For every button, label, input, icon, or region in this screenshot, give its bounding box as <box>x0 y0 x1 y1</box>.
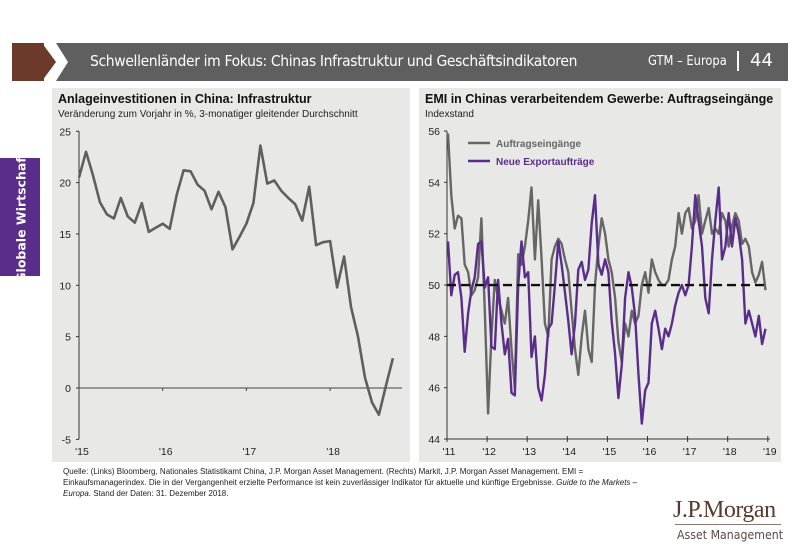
right-y-tick-label: 50 <box>428 280 440 292</box>
left-x-tick-label: '16 <box>159 446 173 458</box>
footer-source-3: . Stand der Daten: 31. Dezember 2018. <box>88 489 229 498</box>
right-series-line-auftragseingaenge <box>446 133 767 415</box>
header-chevron <box>42 43 56 81</box>
footer-source: Quelle: (Links) Bloomberg, Nationales St… <box>63 466 663 499</box>
left-chart-panel: Anlageinvestitionen in China: Infrastruk… <box>52 88 410 462</box>
logo-jpmorgan: J.P.Morgan <box>673 497 776 523</box>
footer-source-1: Quelle: (Links) Bloomberg, Nationales St… <box>63 467 584 476</box>
left-x-tick-label: '18 <box>326 446 340 458</box>
right-x-tick-label: '11 <box>443 446 456 458</box>
right-x-tick-label: '13 <box>522 446 536 458</box>
right-chart-title: EMI in Chinas verarbeitendem Gewerbe: Au… <box>425 92 774 106</box>
right-series-line-exportauftraege <box>446 186 767 425</box>
left-y-tick-label: 20 <box>59 178 71 190</box>
right-x-tick-label: '16 <box>643 446 657 458</box>
page-number: 44 <box>750 50 773 71</box>
left-y-tick-label: 10 <box>59 280 71 292</box>
header-accent <box>12 43 44 81</box>
right-y-tick-label: 56 <box>428 126 440 138</box>
right-x-tick-label: '15 <box>603 446 617 458</box>
left-x-tick-label: '17 <box>243 446 257 458</box>
left-y-tick-label: -5 <box>62 434 71 446</box>
right-y-tick-label: 46 <box>428 383 440 395</box>
header-bar <box>56 43 788 81</box>
right-x-tick-label: '14 <box>562 446 576 458</box>
right-y-tick-label: 52 <box>428 229 440 241</box>
right-chart-subtitle: Indexstand <box>425 109 474 120</box>
left-chart-title: Anlageinvestitionen in China: Infrastruk… <box>58 92 312 106</box>
right-y-tick-label: 48 <box>428 331 440 343</box>
legend-label: Neue Exportaufträge <box>496 157 595 168</box>
right-x-tick-label: '18 <box>723 446 737 458</box>
left-chart-subtitle: Veränderung zum Vorjahr in %, 3-monatige… <box>58 109 358 120</box>
right-chart: 56 54 52 50 48 46 44'11 '12 '13 '14 '15 '16 '17 '18 '1… <box>428 126 776 458</box>
gtm-label: GTM – Europa <box>648 53 727 69</box>
left-series-line <box>77 144 395 417</box>
page-title: Schwellenländer im Fokus: Chinas Infrast… <box>90 52 578 70</box>
right-x-tick-label: '12 <box>482 446 496 458</box>
logo-divider <box>675 524 781 525</box>
right-y-tick-label: 44 <box>428 434 440 446</box>
footer-italic-1: Guide to the Markets – <box>556 478 638 487</box>
footer-source-2: Einkaufsmanagerindex. Die in der Vergang… <box>63 478 554 487</box>
right-x-tick-label: '17 <box>683 446 697 458</box>
right-y-tick-label: 54 <box>428 177 440 189</box>
section-tab[interactable] <box>0 158 40 276</box>
footer-italic-2: Europa <box>63 489 89 498</box>
logo-tagline: Asset Management <box>677 527 784 542</box>
right-x-tick-label: '19 <box>763 446 777 458</box>
header-separator <box>737 51 739 71</box>
left-y-tick-label: 15 <box>59 229 71 241</box>
left-chart: 25 20 15 10 5 0 -5 '15 '16 '17 '18 <box>59 126 402 458</box>
left-y-tick-label: 5 <box>65 332 71 344</box>
legend-label: Auftragseingänge <box>496 139 581 150</box>
left-y-tick-label: 25 <box>59 126 71 138</box>
left-x-tick-label: '15 <box>75 446 89 458</box>
left-y-tick-label: 0 <box>65 383 71 395</box>
